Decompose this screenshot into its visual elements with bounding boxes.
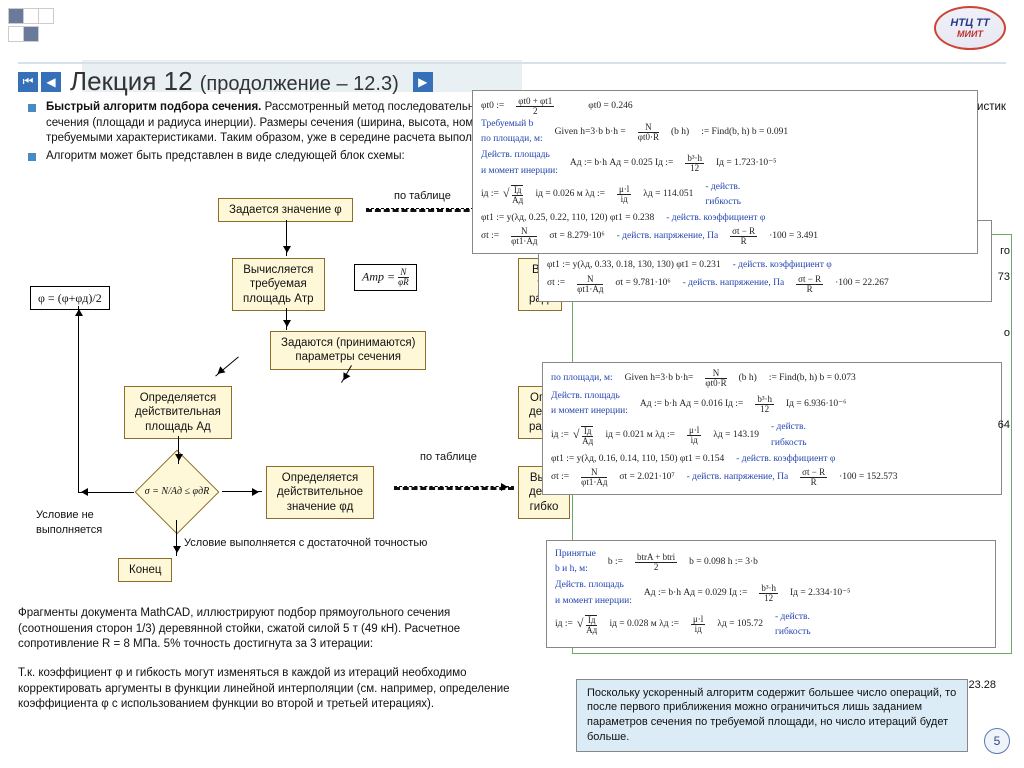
- clip-text-1: го: [1000, 244, 1010, 259]
- flow-b2: Вычисляется требуемая площадь Aтр: [232, 258, 325, 311]
- flow-formula-atr: Aтр = NφR: [354, 264, 417, 291]
- math-pane-p1: φt0 :=φt0 + φt12φt0 = 0.246 Требуемый bп…: [472, 90, 978, 254]
- page-number: 5: [984, 728, 1010, 754]
- flow-lbl-no: Условие не выполняется: [36, 508, 102, 538]
- flow-b3: Задаются (принимаются) параметры сечения: [270, 331, 426, 370]
- page-title: Лекция 12 (продолжение – 12.3): [64, 66, 405, 97]
- math-pane-p3: по площади, м:Given h=3·b b·h=Nφt0·R(b h…: [542, 362, 1002, 495]
- logo-badge: НТЦ ТТ МИИТ: [934, 6, 1006, 50]
- nav-first-button[interactable]: ⏮: [18, 72, 38, 92]
- nav-next-button[interactable]: ▶: [413, 72, 433, 92]
- flow-lbl-table2: по таблице: [420, 450, 477, 465]
- clip-text-3: о: [1004, 326, 1010, 341]
- clip-text-4: 64: [998, 418, 1010, 433]
- logo-line2: МИИТ: [957, 29, 983, 39]
- flow-lbl-table1: по таблице: [394, 189, 451, 204]
- para2-text: Алгоритм может быть представлен в виде с…: [46, 149, 405, 165]
- flow-phi-eq: φ = (φ+φд)/2: [30, 286, 110, 310]
- nav-prev-button[interactable]: ◀: [41, 72, 61, 92]
- flow-lbl-yes: Условие выполняется с достаточной точнос…: [184, 536, 427, 551]
- footer-p1: Фрагменты документа MathCAD, иллюстрирую…: [18, 606, 518, 653]
- footer-p2: Т.к. коэффициент φ и гибкость могут изме…: [18, 666, 518, 713]
- flow-end: Конец: [118, 558, 172, 582]
- flow-decision: σ = N/Aд ≤ φдR: [136, 466, 218, 518]
- info-callout: Поскольку ускоренный алгоритм содержит б…: [576, 679, 968, 752]
- flow-b5: Определяется действительное значение φд: [266, 466, 374, 519]
- logo-line1: НТЦ ТТ: [950, 17, 989, 29]
- math-pane-p4: Принятыеb и h, м:b :=btrA + btri2b = 0.0…: [546, 540, 996, 648]
- flow-b4: Определяется действительная площадь Aд: [124, 386, 232, 439]
- corner-decoration: [8, 8, 53, 44]
- flow-b1: Задается значение φ: [218, 198, 353, 222]
- clip-text-2: 73: [998, 270, 1010, 285]
